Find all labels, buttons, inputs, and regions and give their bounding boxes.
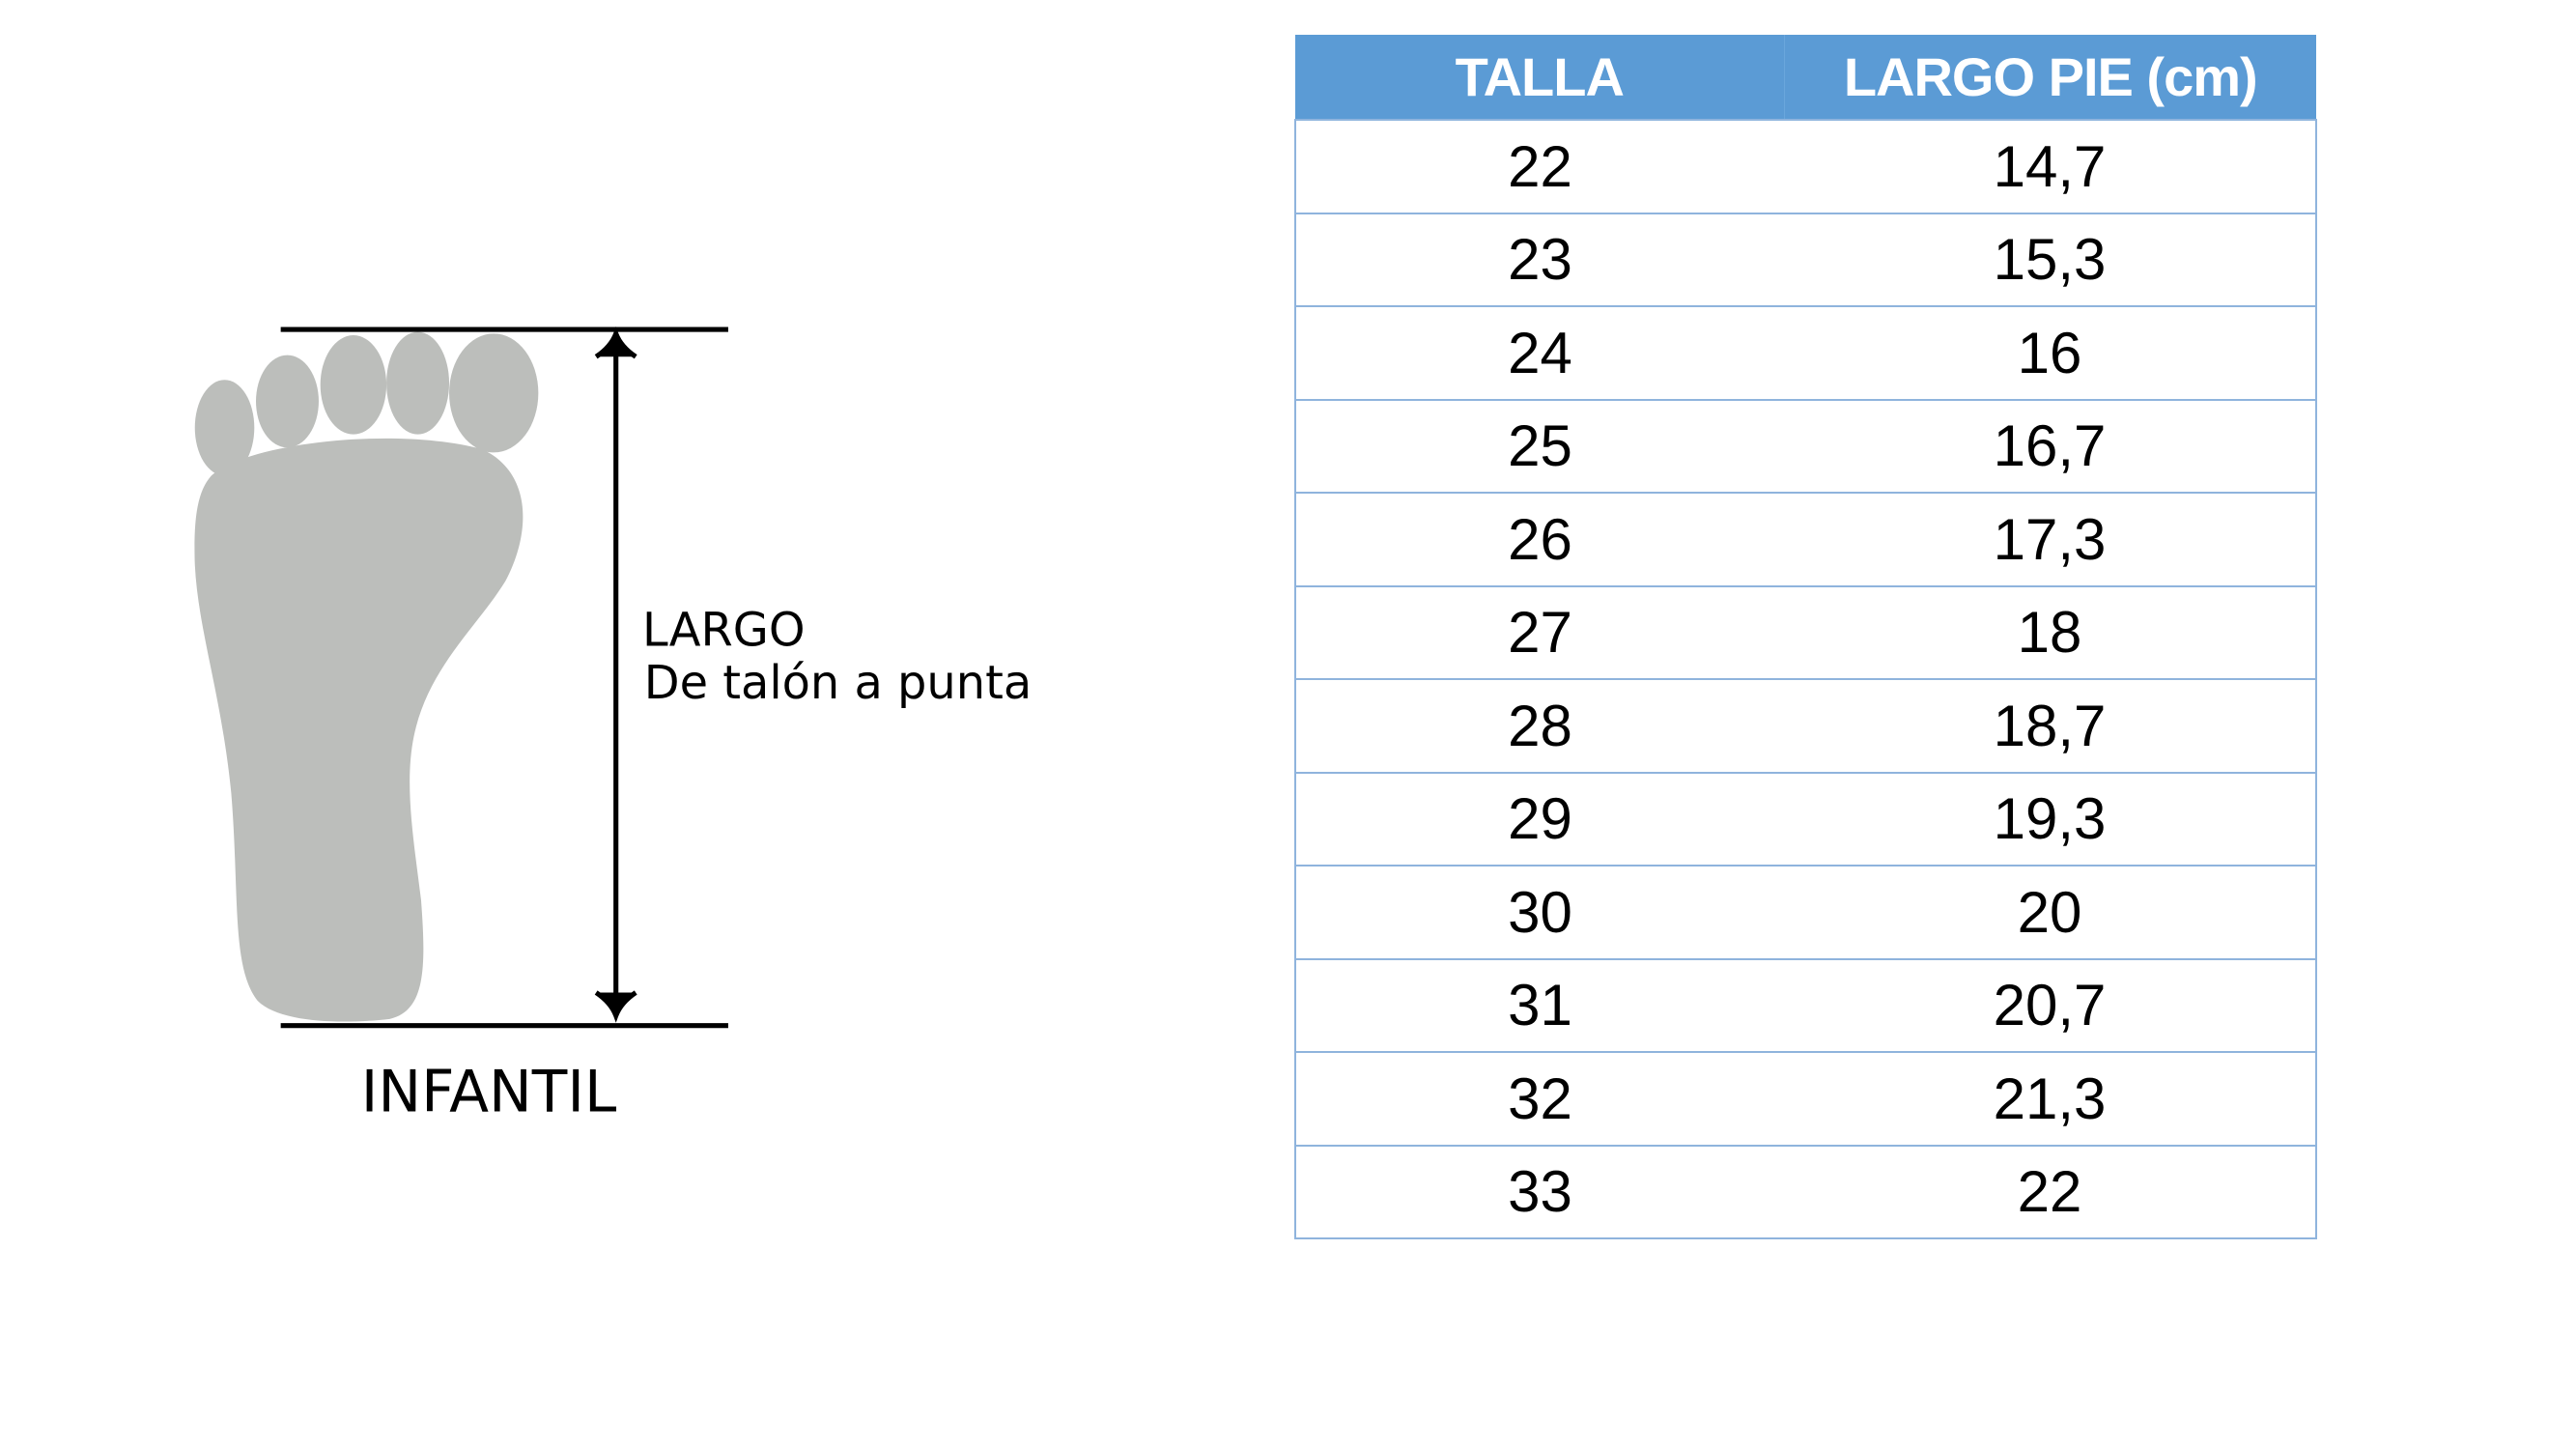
table-row: 24 16 xyxy=(1294,305,2317,400)
table-row: 32 21,3 xyxy=(1294,1051,2317,1146)
table-header-row: TALLA LARGO PIE (cm) xyxy=(1295,35,2316,120)
table-row: 30 20 xyxy=(1294,865,2317,959)
size-cell: 25 xyxy=(1294,398,1784,493)
size-cell: 32 xyxy=(1294,1051,1784,1146)
size-cell: 24 xyxy=(1294,305,1784,400)
size-table: TALLA LARGO PIE (cm) 22 14,7 23 15,3 24 16 25 1… xyxy=(1294,35,2317,1239)
foot-length-cell: 19,3 xyxy=(1784,771,2317,866)
size-cell: 26 xyxy=(1294,492,1784,586)
foot-length-cell: 17,3 xyxy=(1784,492,2317,586)
table-row: 26 17,3 xyxy=(1294,492,2317,586)
toe xyxy=(256,355,319,448)
header-largo-pie: LARGO PIE (cm) xyxy=(1783,35,2316,120)
table-row: 29 19,3 xyxy=(1294,771,2317,866)
table-row: 33 22 xyxy=(1294,1144,2317,1239)
size-cell: 22 xyxy=(1294,119,1784,213)
toe xyxy=(386,331,450,435)
foot-length-cell: 14,7 xyxy=(1784,119,2317,213)
toe xyxy=(194,380,255,476)
foot-length-cell: 21,3 xyxy=(1784,1051,2317,1146)
foot-length-cell: 20 xyxy=(1784,865,2317,959)
size-cell: 28 xyxy=(1294,678,1784,773)
table-row: 28 18,7 xyxy=(1294,678,2317,773)
measure-description: De talón a punta xyxy=(644,657,1032,710)
table-row: 27 18 xyxy=(1294,584,2317,679)
foot-length-cell: 15,3 xyxy=(1784,212,2317,306)
table-row: 22 14,7 xyxy=(1294,119,2317,213)
foot-length-cell: 16,7 xyxy=(1784,398,2317,493)
foot-length-cell: 16 xyxy=(1784,305,2317,400)
foot-length-cell: 18,7 xyxy=(1784,678,2317,773)
size-cell: 31 xyxy=(1294,957,1784,1052)
toe xyxy=(320,335,387,435)
table-row: 23 15,3 xyxy=(1294,212,2317,306)
size-cell: 30 xyxy=(1294,865,1784,959)
table-row: 31 20,7 xyxy=(1294,957,2317,1052)
toe xyxy=(449,333,539,453)
category-label: INFANTIL xyxy=(361,1059,617,1126)
size-cell: 29 xyxy=(1294,771,1784,866)
foot-length-cell: 22 xyxy=(1784,1144,2317,1239)
size-cell: 33 xyxy=(1294,1144,1784,1239)
size-cell: 23 xyxy=(1294,212,1784,306)
header-talla: TALLA xyxy=(1295,35,1784,120)
foot-sole xyxy=(194,438,524,1022)
foot-length-cell: 20,7 xyxy=(1784,957,2317,1052)
foot-icon xyxy=(194,331,539,1022)
double-arrow-icon xyxy=(594,327,637,1023)
size-cell: 27 xyxy=(1294,584,1784,679)
table-row: 25 16,7 xyxy=(1294,398,2317,493)
foot-length-cell: 18 xyxy=(1784,584,2317,679)
measure-label: LARGO xyxy=(642,604,806,657)
